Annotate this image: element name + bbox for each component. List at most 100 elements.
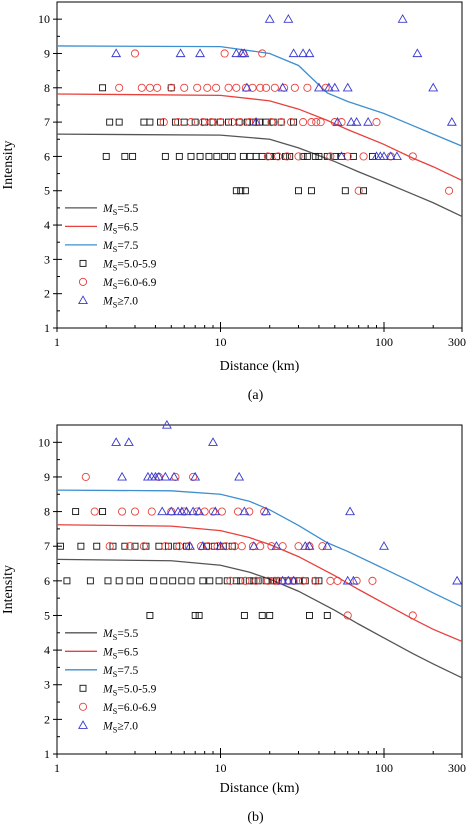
data-point-circle (81, 472, 90, 481)
data-point-circle (236, 118, 245, 127)
data-point-circle (267, 118, 276, 127)
legend-label-symbol: M (102, 628, 114, 640)
data-point-square (187, 152, 195, 160)
legend-label-symbol: M (102, 203, 114, 215)
data-point-square (126, 577, 134, 585)
data-point-circle (372, 118, 381, 127)
data-point-square (232, 187, 240, 195)
legend-entry-label: MS≥7.0 (102, 720, 138, 734)
legend-label-subscript: S (113, 207, 118, 217)
data-point-circle (204, 542, 213, 551)
data-point-triangle (195, 48, 206, 58)
data-point-triangle (304, 541, 315, 550)
data-point-circle (130, 49, 140, 58)
data-point-triangle (181, 506, 192, 516)
data-point-square (213, 152, 221, 160)
data-point-square (191, 612, 199, 619)
data-point-circle (159, 118, 168, 127)
data-point-circle (237, 542, 246, 551)
data-point-triangle (379, 541, 389, 550)
legend: MS=5.5MS=6.5MS=7.5MS=5.0-5.9MS=6.0-6.9MS… (65, 203, 157, 309)
y-tick-label: 4 (44, 218, 50, 232)
x-tick-label: 10 (214, 761, 226, 775)
y-tick-label: 7 (44, 539, 50, 553)
data-point-triangle (277, 575, 288, 585)
data-point-square (315, 152, 323, 160)
data-point-triangle (277, 82, 288, 92)
marker-layer (99, 14, 457, 195)
legend-label-symbol: M (102, 720, 114, 732)
data-point-triangle (345, 506, 356, 516)
data-point-triangle (251, 116, 262, 126)
data-point-square (57, 542, 64, 550)
data-point-circle (294, 152, 303, 161)
x-tick-label: 1 (54, 761, 60, 775)
data-point-circle (408, 611, 417, 620)
data-point-circle (282, 152, 292, 161)
data-point-triangle (194, 506, 205, 516)
y-tick-label: 5 (44, 184, 50, 198)
legend-label-subscript: S (113, 650, 118, 660)
y-tick-label: 2 (44, 712, 50, 726)
data-point-triangle (385, 151, 396, 161)
data-point-triangle (184, 541, 195, 550)
legend-entry-label: MS=6.5 (102, 646, 138, 660)
legend-label-subscript: S (113, 225, 118, 235)
x-tick-label: 300 (448, 335, 466, 349)
data-point-circle (153, 83, 162, 92)
data-point-circle (173, 118, 183, 127)
data-point-circle (252, 576, 261, 585)
data-point-circle (359, 152, 368, 161)
data-point-circle (326, 152, 335, 161)
data-point-triangle (241, 82, 252, 92)
data-point-circle (311, 576, 320, 585)
data-point-triangle (111, 437, 122, 446)
panel-a: 1 2 3 4 5 6 7 8 9 10 1 10 100 300 Distance (km) Intensi… (1, 1, 466, 403)
data-point-circle (212, 83, 221, 92)
legend-entry-label: MS=5.0-5.9 (102, 683, 157, 697)
data-point-square (239, 152, 247, 160)
data-point-square (305, 612, 313, 619)
y-tick-label: 8 (44, 505, 50, 519)
fit-line-0 (57, 133, 462, 218)
data-point-triangle (264, 14, 275, 23)
data-point-square (102, 152, 110, 160)
legend-entry-label: MS=5.5 (102, 628, 138, 642)
legend-label-symbol: M (102, 683, 114, 695)
data-point-circle (175, 542, 184, 551)
x-axis-title: Distance (km) (220, 359, 300, 374)
data-point-triangle (166, 506, 177, 516)
legend-label-value: =7.5 (117, 665, 138, 677)
data-point-circle (277, 118, 286, 127)
data-point-square (307, 187, 315, 195)
data-point-square (349, 152, 357, 160)
data-point-square (63, 577, 71, 585)
data-point-triangle (234, 471, 245, 481)
y-tick-label: 5 (44, 608, 50, 622)
data-point-square (86, 577, 94, 585)
y-axis-title: Intensity (1, 565, 16, 614)
data-point-triangle (175, 48, 186, 58)
data-point-circle (105, 542, 114, 551)
y-axis-title: Intensity (1, 141, 16, 190)
data-point-square (104, 577, 112, 585)
data-point-circle (90, 507, 99, 516)
data-point-triangle (215, 541, 226, 550)
data-point-circle (270, 83, 279, 92)
data-point-square (157, 118, 165, 126)
data-point-circle (147, 507, 156, 516)
fit-line-1 (57, 524, 462, 643)
data-point-circle (203, 83, 212, 92)
data-point-triangle (239, 506, 250, 516)
legend-entry-label: MS≥7.0 (102, 295, 138, 309)
data-point-triangle (298, 48, 309, 58)
data-point-circle (118, 507, 127, 516)
legend-label-symbol: M (102, 258, 114, 270)
plot-frame (56, 424, 463, 755)
legend-label-subscript: S (113, 687, 118, 697)
x-tick-label: 1 (54, 335, 60, 349)
data-point-square (106, 118, 114, 126)
marker-layer (57, 419, 462, 620)
data-point-circle (139, 542, 148, 551)
